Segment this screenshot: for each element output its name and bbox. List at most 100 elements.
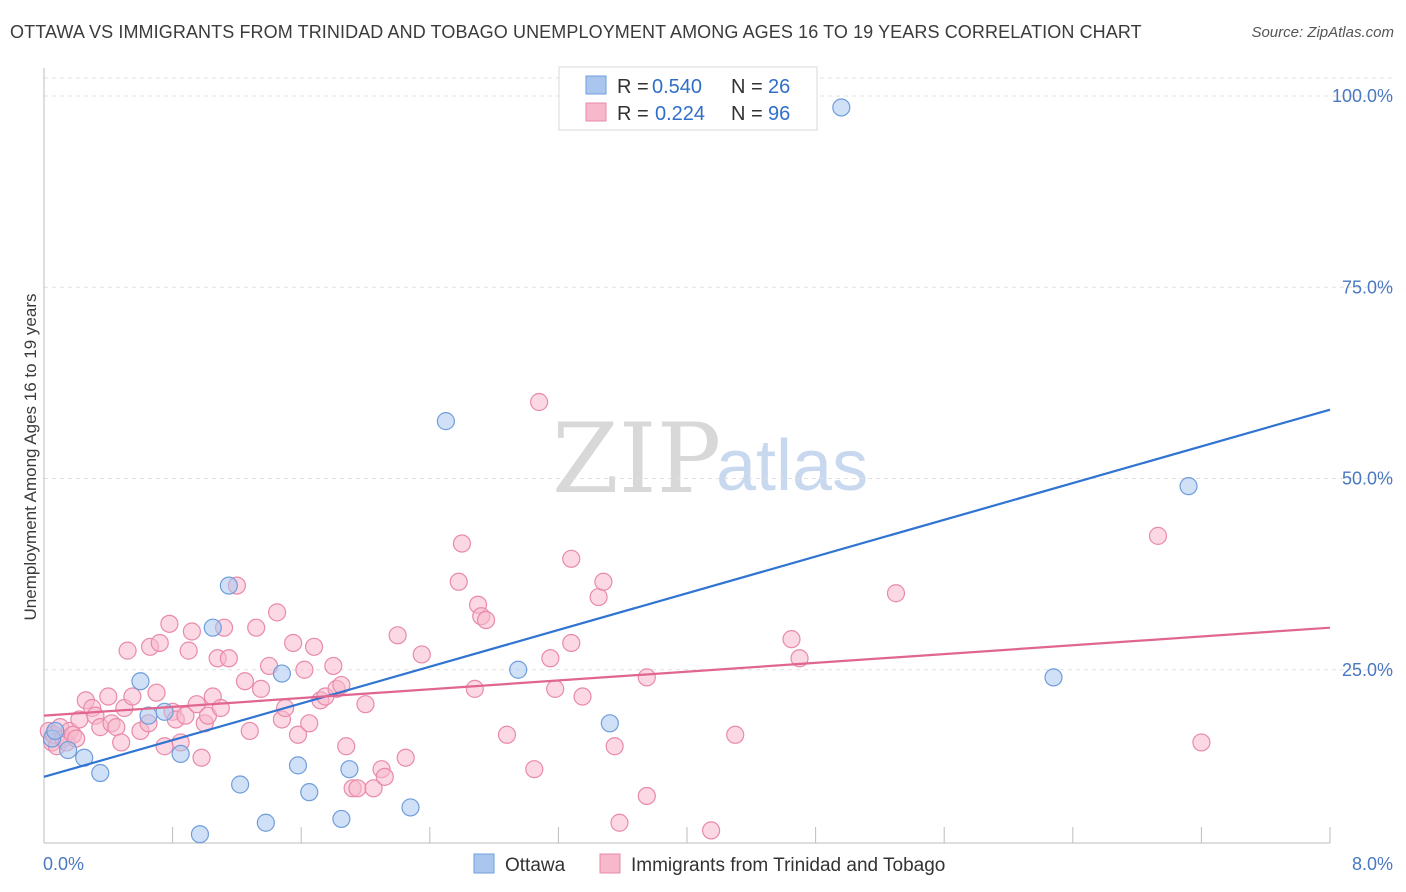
point-trinidad-80 [525, 760, 544, 779]
point-trinidad-74 [452, 534, 472, 553]
y-tick-label-3: 100.0% [1332, 86, 1393, 106]
point-trinidad-70 [396, 748, 415, 767]
point-ottawa-23 [832, 98, 851, 117]
source-label: Source: ZipAtlas.com [1251, 24, 1394, 41]
point-trinidad-45 [235, 672, 255, 691]
point-trinidad-84 [562, 633, 581, 653]
legend-n-value-ottawa: 26 [768, 76, 790, 98]
point-trinidad-66 [356, 695, 375, 714]
point-ottawa-25 [1179, 477, 1198, 496]
point-trinidad-88 [594, 572, 613, 591]
y-axis-label: Unemployment Among Ages 16 to 19 years [21, 294, 40, 621]
legend-r-label-ottawa: R = [617, 76, 649, 98]
point-trinidad-81 [530, 392, 549, 412]
point-trinidad-89 [605, 737, 624, 756]
trend-line-trinidad [43, 626, 1331, 717]
bottom-legend-label-trinidad: Immigrants from Trinidad and Tobago [631, 855, 945, 876]
watermark-atlas: atlas [716, 426, 868, 506]
y-tick-label-2: 75.0% [1342, 277, 1393, 297]
chart-title: OTTAWA VS IMMIGRANTS FROM TRINIDAD AND T… [10, 22, 1142, 42]
point-trinidad-65 [348, 779, 367, 798]
point-ottawa-5 [131, 672, 150, 691]
point-ottawa-22 [600, 714, 619, 733]
axes [43, 68, 1331, 844]
tick-labels: 25.0% 50.0% 75.0% 100.0% 0.0% 8.0% [43, 86, 1393, 874]
point-ottawa-12 [231, 775, 250, 794]
point-trinidad-56 [300, 714, 319, 733]
point-trinidad-48 [251, 679, 271, 698]
series-legend: Ottawa Immigrants from Trinidad and Toba… [473, 853, 945, 876]
point-ottawa-7 [155, 702, 174, 721]
point-trinidad-15 [99, 687, 118, 706]
point-trinidad-93 [702, 821, 721, 840]
point-trinidad-86 [573, 687, 592, 706]
point-trinidad-72 [412, 645, 431, 664]
point-trinidad-87 [589, 587, 608, 607]
point-trinidad-95 [782, 630, 801, 649]
point-trinidad-28 [160, 614, 179, 633]
point-trinidad-73 [449, 572, 468, 591]
point-trinidad-47 [247, 618, 266, 637]
legend-swatch-ottawa [585, 75, 607, 95]
point-trinidad-67 [364, 779, 383, 798]
point-trinidad-94 [726, 725, 745, 744]
correlation-legend: R = 0.540 N = 26 R = 0.224 N = 96 [558, 66, 818, 131]
point-trinidad-18 [112, 733, 131, 752]
point-trinidad-55 [295, 660, 314, 679]
watermark-zip: ZIP [552, 403, 721, 515]
x-tick-label-0: 0.0% [43, 854, 84, 874]
point-trinidad-21 [123, 687, 142, 706]
point-trinidad-85 [562, 549, 581, 568]
point-trinidad-53 [284, 633, 303, 653]
point-trinidad-92 [637, 786, 656, 806]
point-trinidad-91 [637, 668, 656, 687]
legend-n-label-trinidad: N = [731, 103, 763, 125]
point-trinidad-75 [465, 679, 484, 698]
trend-lines [43, 408, 1331, 778]
point-trinidad-25 [147, 683, 166, 702]
bottom-legend-label-ottawa: Ottawa [505, 855, 566, 876]
bottom-legend-swatch-trinidad [599, 853, 621, 874]
point-trinidad-34 [182, 622, 201, 641]
point-trinidad-43 [219, 649, 238, 668]
point-trinidad-50 [267, 603, 287, 622]
y-tick-label-0: 25.0% [1342, 660, 1393, 680]
legend-r-value-trinidad: 0.224 [655, 103, 705, 125]
point-trinidad-26 [150, 633, 169, 653]
point-ottawa-8 [171, 744, 190, 764]
legend-r-value-ottawa: 0.540 [652, 76, 702, 98]
point-ottawa-2 [59, 740, 78, 760]
point-trinidad-17 [107, 718, 126, 737]
point-ottawa-16 [300, 783, 319, 802]
point-ottawa-1 [46, 721, 65, 741]
point-trinidad-54 [288, 725, 308, 744]
point-trinidad-32 [176, 706, 195, 725]
bottom-legend-swatch-ottawa [473, 853, 495, 874]
point-ottawa-10 [203, 618, 222, 637]
point-trinidad-78 [476, 610, 496, 630]
point-trinidad-90 [610, 813, 629, 832]
point-trinidad-33 [179, 641, 198, 660]
point-trinidad-99 [1192, 733, 1211, 752]
point-ottawa-4 [91, 763, 110, 783]
x-tick-label-1: 8.0% [1352, 854, 1393, 874]
point-ottawa-17 [332, 809, 351, 829]
point-ottawa-11 [219, 576, 238, 595]
trend-line-ottawa [43, 408, 1331, 778]
point-trinidad-82 [541, 649, 560, 668]
point-ottawa-19 [401, 798, 420, 817]
point-ottawa-13 [256, 813, 275, 832]
point-trinidad-69 [375, 767, 394, 786]
point-trinidad-98 [1148, 526, 1168, 545]
point-ottawa-9 [190, 825, 210, 844]
legend-r-label-trinidad: R = [617, 103, 649, 125]
point-trinidad-20 [118, 641, 137, 660]
point-trinidad-96 [790, 649, 809, 668]
point-ottawa-20 [436, 412, 455, 431]
point-trinidad-62 [332, 675, 351, 695]
point-trinidad-46 [240, 721, 259, 741]
point-trinidad-36 [192, 748, 211, 767]
y-tick-label-1: 50.0% [1342, 469, 1393, 489]
point-trinidad-57 [304, 637, 324, 656]
